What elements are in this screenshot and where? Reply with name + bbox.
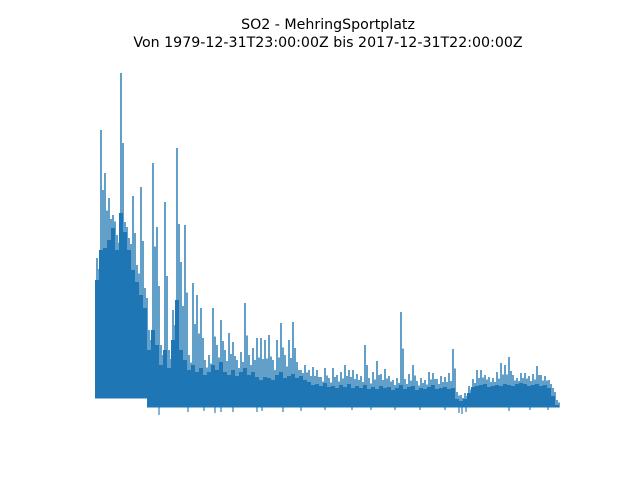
envelope-spikes xyxy=(96,73,560,408)
chart-subtitle: Von 1979-12-31T23:00:00Z bis 2017-12-31T… xyxy=(133,35,523,51)
chart-title: SO2 - MehringSportplatz xyxy=(241,17,415,33)
series-so2 xyxy=(95,73,560,415)
negative-ticks xyxy=(158,405,549,415)
